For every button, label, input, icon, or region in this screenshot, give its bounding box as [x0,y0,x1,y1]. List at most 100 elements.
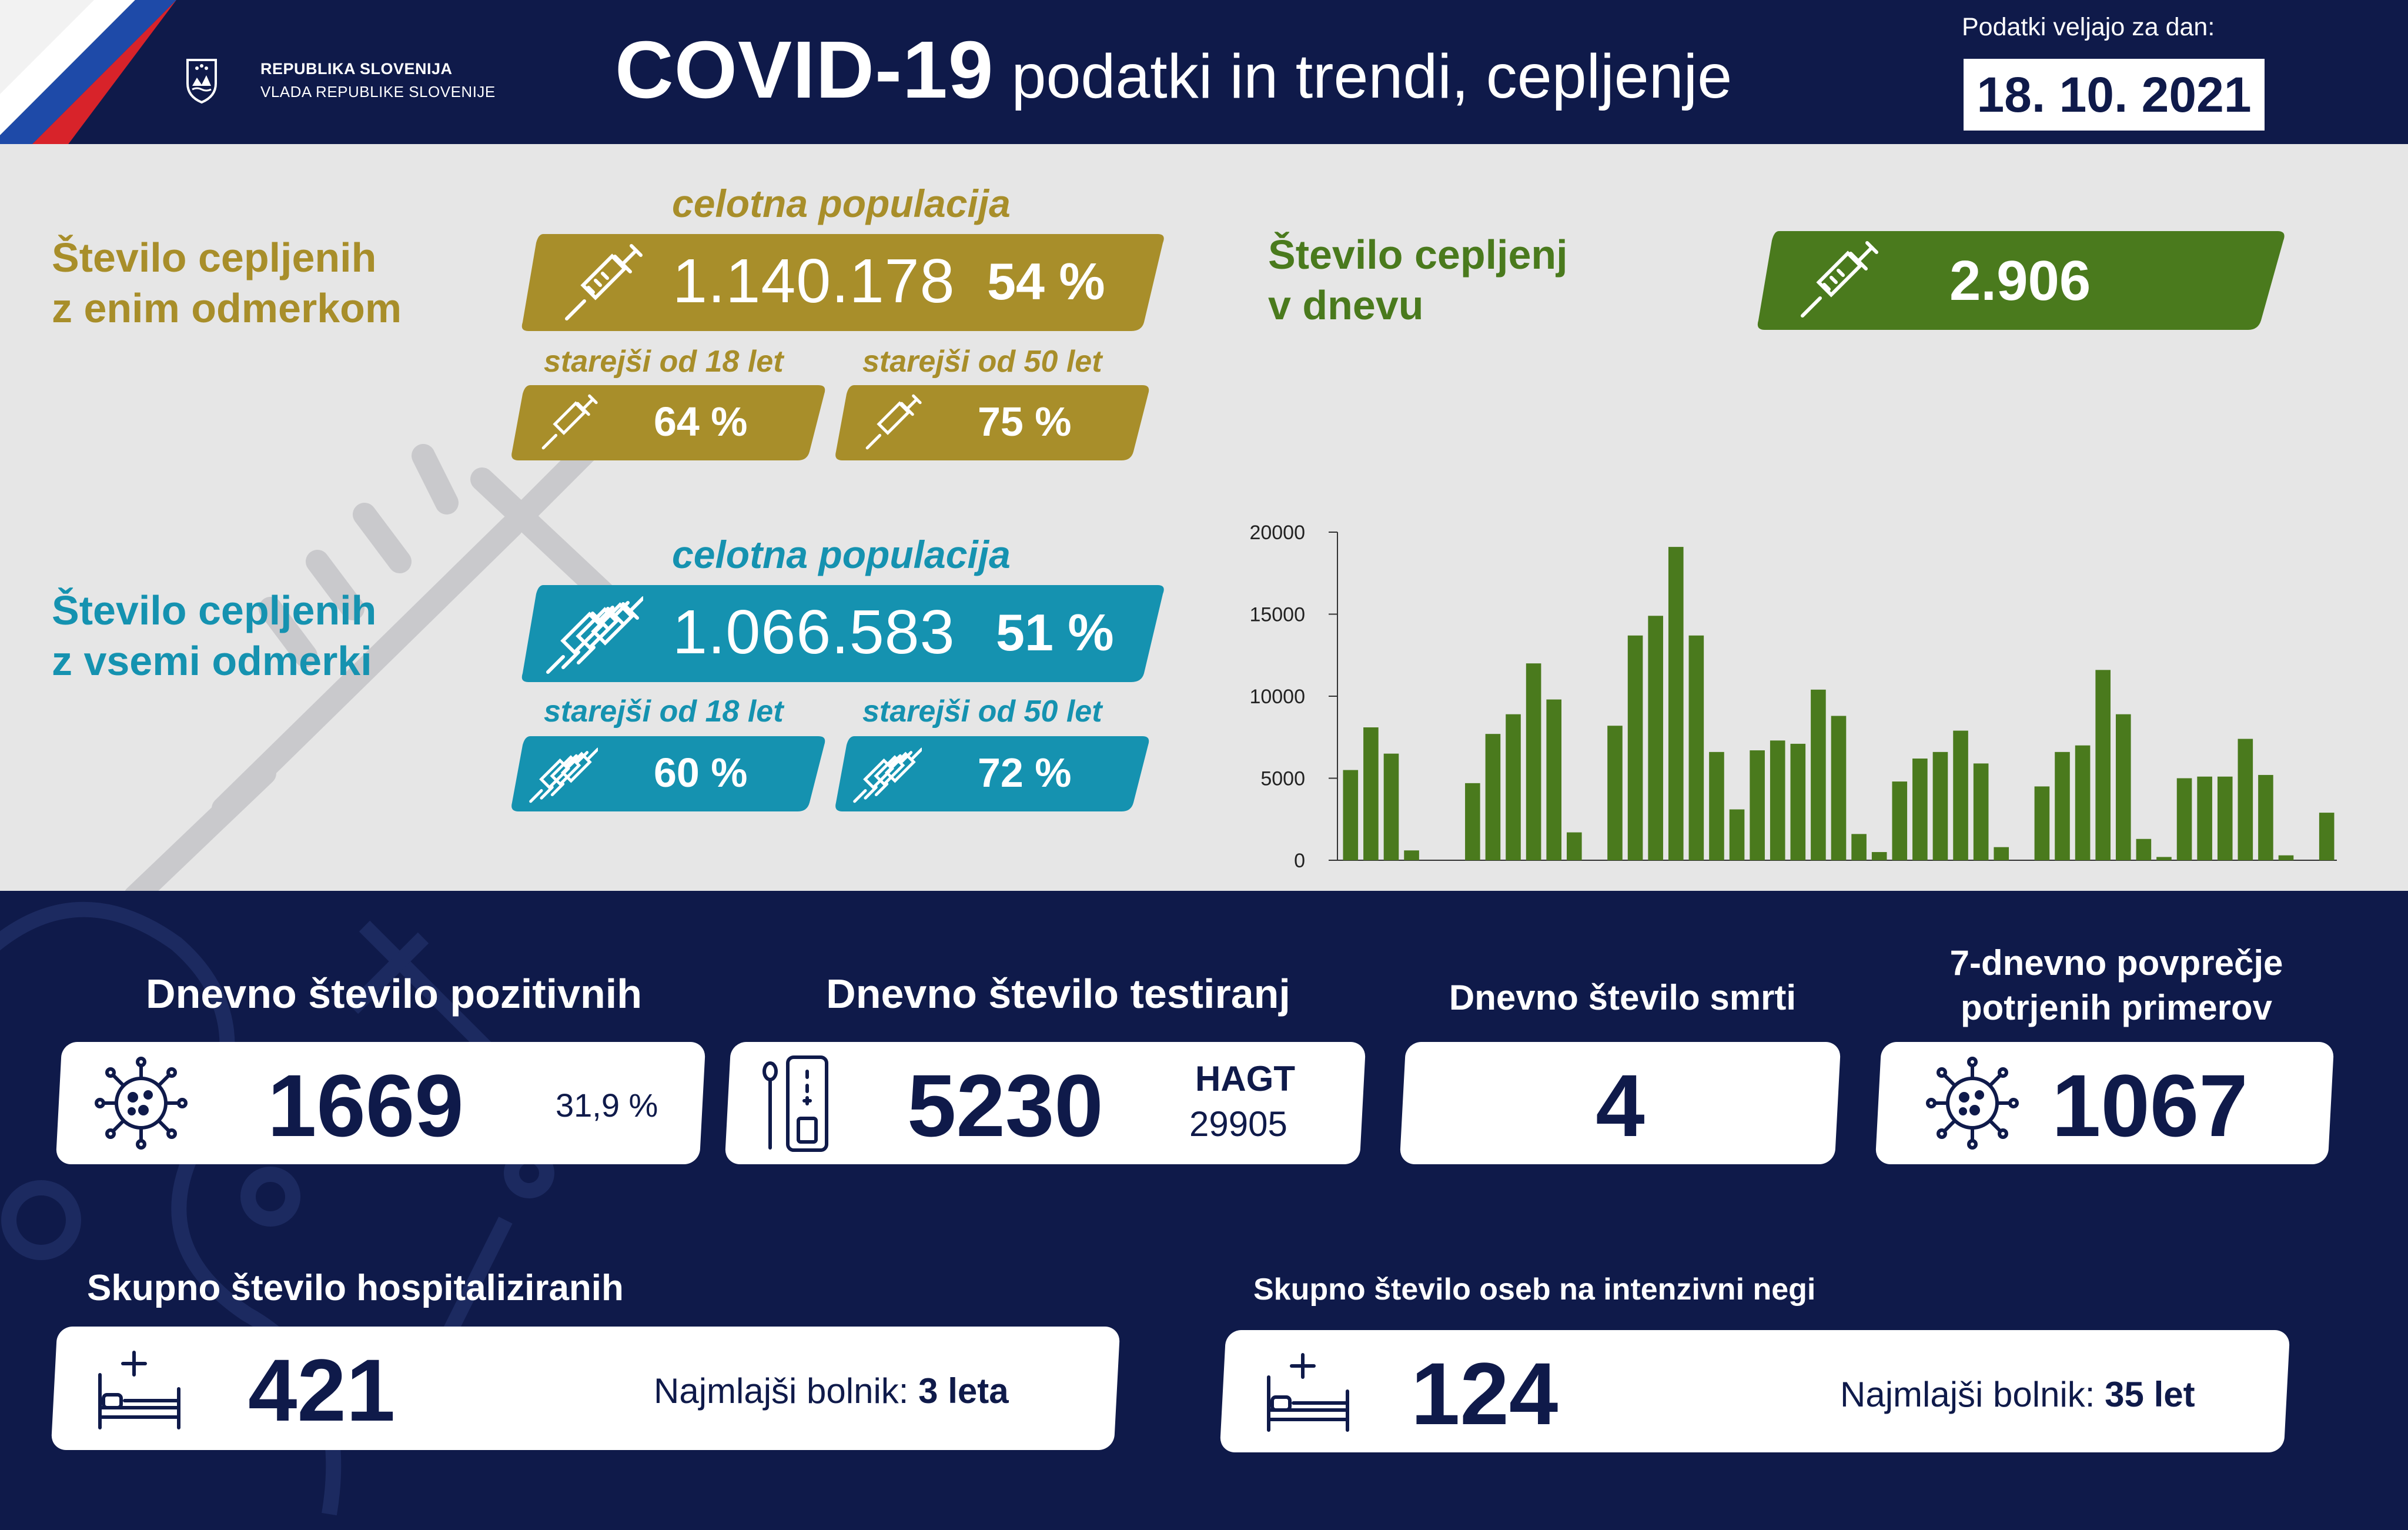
syringes-icon [853,747,922,803]
page-title: COVID-19 podatki in trendi, cepljenje [615,24,1732,117]
pill-background [1757,231,2285,330]
positive-pct: 31,9 % [556,1087,658,1124]
test-kit-icon [762,1055,828,1152]
chart-bar [2034,786,2050,860]
one-dose-total-value: 1.140.178 [673,246,955,316]
chart-bar [1363,727,1379,860]
coat-of-arms-icon [186,59,217,103]
virus-icon [1926,1057,2019,1150]
one-dose-age50-pct: 75 % [978,399,1072,445]
virus-icon [95,1057,188,1150]
chart-bar [1383,753,1399,860]
all-doses-total-label: celotna populacija [672,533,1011,576]
icu-card: 124 Najmlajši bolnik: 35 let [1219,1330,2290,1452]
chart-bar [2136,839,2152,860]
one-dose-age50-label: starejši od 50 let [862,345,1102,379]
y-tick-label: 15000 [1249,604,1305,626]
one-dose-title-line2: z enim odmerkom [52,285,402,331]
chart-bar [1648,616,1663,860]
chart-bar [1526,663,1541,860]
pill-background [521,234,1164,331]
all-doses-age18-pill: 60 % [510,736,827,811]
chart-bar [1750,750,1765,860]
chart-bar [2197,776,2212,860]
deaths-card: 4 [1399,1042,1841,1164]
gov-line2: VLADA REPUBLIKE SLOVENIJE [260,83,496,101]
hospital-youngest-value: 3 leta [918,1371,1009,1411]
hagt-value: 29905 [1189,1104,1287,1144]
hospital-bed-icon [98,1351,180,1429]
chart-bar [1790,743,1806,860]
header: REPUBLIKA SLOVENIJA VLADA REPUBLIKE SLOV… [0,0,2408,235]
hospital-card-title: Skupno število hospitaliziranih [87,1268,624,1308]
positive-value: 1669 [267,1056,464,1155]
chart-bar [2156,857,2172,860]
hagt-label: HAGT [1195,1059,1295,1098]
daily-vax-pill: 2.906 [1755,231,2287,330]
hospital-card: 421 Najmlajši bolnik: 3 leta [51,1327,1121,1450]
hospital-youngest-label: Najmlajši bolnik: [654,1371,909,1411]
chart-bar [1343,770,1359,860]
chart-bar [1404,850,1419,860]
chart-bar [1485,734,1501,860]
chart-bar [2075,745,2091,860]
one-dose-total-pill: 1.140.178 54 % [520,234,1166,331]
one-dose-age18-pill: 64 % [510,385,827,460]
icu-value: 124 [1411,1344,1558,1443]
chart-bar [1506,714,1521,860]
icu-youngest: Najmlajši bolnik: 35 let [1840,1374,2195,1415]
chart-bar [2319,813,2335,860]
icu-youngest-value: 35 let [2105,1375,2195,1414]
all-doses-title-line2: z vsemi odmerki [52,638,372,684]
positive-card-title: Dnevno število pozitivnih [146,971,642,1017]
y-tick-label: 0 [1294,850,1305,872]
chart-bar [1932,751,1948,860]
date-value: 18. 10. 2021 [1964,59,2265,131]
daily-vaccinations-bar-chart: 0 5000 10000 15000 20000 [1249,522,2337,872]
hospital-youngest: Najmlajši bolnik: 3 leta [654,1371,1009,1411]
pill-background [521,585,1164,682]
chart-bar [2176,778,2192,860]
syringe-icon [865,394,922,450]
hospital-bed-icon [1267,1353,1349,1432]
one-dose-total-label: celotna populacija [672,182,1011,225]
chart-bar [1688,635,1704,860]
chart-bar [1892,781,1908,860]
vaccination-section: Število cepljenih z enim odmerkom celotn… [0,144,2408,891]
syringes-icon [529,747,598,803]
avg7-card-title: 7-dnevno povprečje potrjenih primerov [1858,941,2375,1030]
gov-line1: REPUBLIKA SLOVENIJA [260,60,453,78]
hospital-value: 421 [248,1341,396,1439]
chart-bar [1871,852,1887,860]
chart-bar [1851,834,1867,860]
deaths-card-title: Dnevno število smrti [1449,978,1797,1017]
tests-card: 5230 HAGT 29905 [724,1042,1366,1164]
chart-bar [2217,776,2233,860]
chart-bar [1627,635,1643,860]
pill-background [835,736,1149,811]
syringe-icon [541,394,598,450]
chart-bar [2115,714,2131,860]
all-doses-total-pct: 51 % [996,603,1114,662]
chart-bar [2238,739,2253,860]
daily-vax-title: Število cepljenj v dnevu [1268,229,1568,330]
all-doses-age18-label: starejši od 18 let [544,694,784,729]
chart-bar [1994,847,2009,860]
chart-bar [2055,751,2070,860]
all-doses-title: Število cepljenih z vsemi odmerki [52,585,376,686]
one-dose-age18-pct: 64 % [654,399,748,445]
daily-vax-title-line2: v dnevu [1268,282,1424,328]
daily-vax-title-line1: Število cepljenj [1268,232,1568,278]
tests-value: 5230 [907,1056,1103,1155]
all-doses-total-pill: 1.066.583 51 % [520,585,1166,682]
chart-bar [2095,670,2111,860]
chart-bar [1973,763,1989,860]
date-label: Podatki veljajo za dan: [1962,13,2215,41]
chart-bar [2278,855,2294,860]
chart-bar [2258,774,2273,860]
syringes-icon [546,596,643,674]
chart-bar [1729,809,1745,860]
daily-vax-value: 2.906 [1949,249,2091,312]
one-dose-age18-label: starejši od 18 let [544,345,784,379]
